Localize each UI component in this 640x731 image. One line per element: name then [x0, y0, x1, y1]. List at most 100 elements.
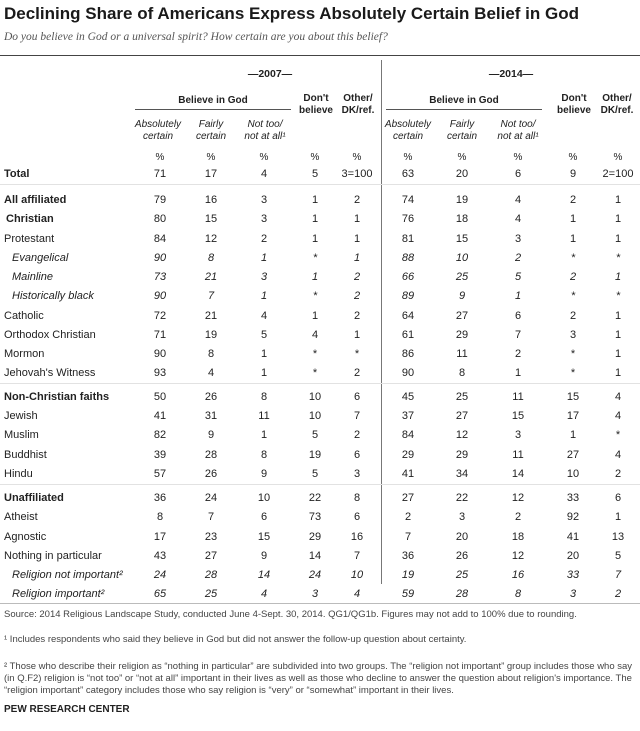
- table-cell: *: [570, 348, 576, 360]
- col-nottoo-2014: Not too/not at all¹: [497, 119, 539, 142]
- table-row: Catholic 72 21 4 1 2 64 27 6 2 1: [0, 307, 640, 326]
- table-cell: 1: [614, 329, 622, 341]
- table-cell: 1: [311, 194, 319, 206]
- table-cell: 4: [260, 168, 268, 180]
- table-row: All affiliated 79 16 3 1 2 74 19 4 2 1: [0, 191, 640, 210]
- table-row: Agnostic 17 23 15 29 16 7 20 18 41 13: [0, 528, 640, 547]
- table-cell: 1: [614, 233, 622, 245]
- table-cell: 18: [511, 531, 525, 543]
- table-cell: 1: [311, 233, 319, 245]
- table-row: Non-Christian faiths 50 26 8 10 6 45 25 11 15 4: [0, 388, 640, 407]
- table-cell: 2: [514, 511, 522, 523]
- row-label: All affiliated: [4, 194, 67, 206]
- table-cell: 3: [514, 429, 522, 441]
- table-cell: 4: [614, 410, 622, 422]
- table-cell: 8: [156, 511, 164, 523]
- row-label: Jehovah's Witness: [4, 367, 96, 379]
- row-label: Muslim: [4, 429, 39, 441]
- table-cell: 22: [308, 492, 322, 504]
- table-row: Religion important² 65 25 4 3 4 59 28 8 3 2: [0, 585, 640, 604]
- table-cell: 41: [566, 531, 580, 543]
- table-cell: *: [570, 290, 576, 302]
- table-cell: 28: [455, 588, 469, 600]
- row-label: Hindu: [4, 468, 33, 480]
- table-cell: 2: [569, 271, 577, 283]
- col-fairly-2007: Fairly certain: [195, 119, 226, 142]
- table-cell: 19: [204, 329, 218, 341]
- table-cell: 23: [204, 531, 218, 543]
- table-cell: 1: [260, 429, 268, 441]
- top-rule: [0, 55, 640, 56]
- pct-2007-5: %: [352, 152, 362, 163]
- pew-brand: PEW RESEARCH CENTER: [4, 704, 130, 715]
- table-cell: 10: [308, 410, 322, 422]
- table-cell: *: [570, 252, 576, 264]
- table-cell: 26: [204, 468, 218, 480]
- table-cell: 6: [514, 168, 522, 180]
- table-cell: 6: [353, 511, 361, 523]
- table-cell: 2: [569, 194, 577, 206]
- table-cell: 19: [401, 569, 415, 581]
- table-cell: 4: [353, 588, 361, 600]
- table-cell: 24: [308, 569, 322, 581]
- table-row: Muslim 82 9 1 5 2 84 12 3 1 *: [0, 426, 640, 445]
- table-cell: 5: [311, 168, 319, 180]
- table-cell: 41: [401, 468, 415, 480]
- col-dont-2014: Don't believe: [557, 93, 591, 116]
- table-cell: 25: [455, 271, 469, 283]
- table-cell: 7: [514, 329, 522, 341]
- row-label: Agnostic: [4, 531, 47, 543]
- table-cell: 4: [514, 194, 522, 206]
- row-label: Historically black: [12, 290, 94, 302]
- table-cell: 5: [260, 329, 268, 341]
- table-cell: 1: [514, 290, 522, 302]
- row-label: Atheist: [4, 511, 38, 523]
- col-fairly-2014: Fairly certain: [446, 119, 477, 142]
- table-cell: 4: [260, 588, 268, 600]
- table-cell: 9: [260, 468, 268, 480]
- row-label: Orthodox Christian: [4, 329, 96, 341]
- table-cell: 3: [260, 213, 268, 225]
- table-cell: 34: [455, 468, 469, 480]
- table-cell: 15: [511, 410, 525, 422]
- pct-2014-1: %: [403, 152, 413, 163]
- table-cell: 10: [566, 468, 580, 480]
- table-cell: 2: [353, 271, 361, 283]
- table-cell: 21: [204, 271, 218, 283]
- table-cell: 15: [566, 391, 580, 403]
- table-cell: 1: [260, 367, 268, 379]
- table-cell: 81: [401, 233, 415, 245]
- table-cell: 50: [153, 391, 167, 403]
- table-cell: 8: [207, 252, 215, 264]
- table-cell: 1: [260, 348, 268, 360]
- table-cell: 7: [207, 290, 215, 302]
- table-cell: 8: [458, 367, 466, 379]
- pct-2007-1: %: [155, 152, 165, 163]
- table-cell: 7: [353, 410, 361, 422]
- row-label: Unaffiliated: [4, 492, 64, 504]
- table-cell: 71: [153, 329, 167, 341]
- table-cell: *: [312, 367, 318, 379]
- row-label: Religion important²: [12, 588, 105, 600]
- col-dont-2007: Don't believe: [299, 93, 333, 116]
- table-cell: 19: [455, 194, 469, 206]
- table-row: Mainline 73 21 3 1 2 66 25 5 2 1: [0, 268, 640, 287]
- table-cell: 24: [153, 569, 167, 581]
- pct-2007-3: %: [259, 152, 269, 163]
- col-other-2007: Other/DK/ref.: [341, 93, 375, 116]
- year-2014-header: —2014—: [488, 68, 534, 80]
- table-cell: 41: [153, 410, 167, 422]
- table-cell: 25: [455, 569, 469, 581]
- table-cell: 20: [566, 550, 580, 562]
- table-cell: 29: [401, 449, 415, 461]
- believe-rule-2014: [386, 109, 542, 110]
- table-cell: 8: [207, 348, 215, 360]
- chart-title: Declining Share of Americans Express Abs…: [4, 4, 580, 23]
- table-cell: 3: [311, 588, 319, 600]
- table-cell: 1: [353, 233, 361, 245]
- footnote-2: ² Those who describe their religion as “…: [4, 661, 633, 696]
- row-label: Mainline: [12, 271, 53, 283]
- table-cell: 15: [455, 233, 469, 245]
- table-cell: 16: [350, 531, 364, 543]
- table-cell: *: [615, 252, 621, 264]
